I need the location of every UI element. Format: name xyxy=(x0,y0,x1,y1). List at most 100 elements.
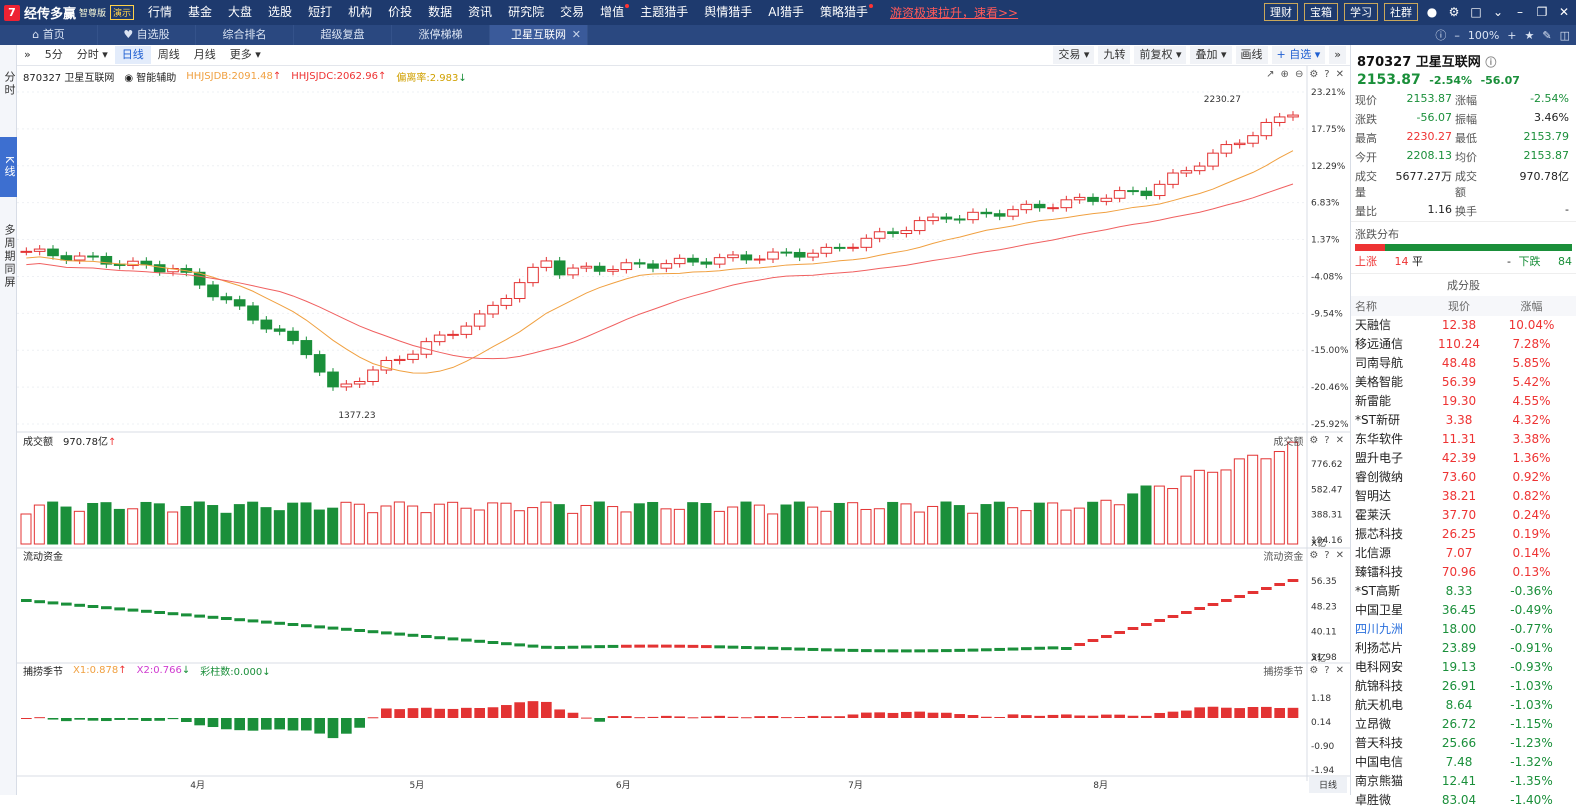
adjust-dropdown[interactable]: 前复权 ▾ xyxy=(1134,46,1187,64)
help-icon[interactable]: ? xyxy=(1324,69,1330,80)
menu-item[interactable]: 大盘 xyxy=(228,5,253,19)
expand-icon[interactable]: ◫ xyxy=(1559,28,1570,42)
component-row[interactable]: 航天机电 8.64 -1.03% xyxy=(1351,696,1576,715)
menu-item[interactable]: 资讯 xyxy=(468,5,493,19)
component-row[interactable]: 普天科技 25.66 -1.23% xyxy=(1351,734,1576,753)
component-row[interactable]: 司南导航 48.48 5.85% xyxy=(1351,354,1576,373)
menu-item[interactable]: 机构 xyxy=(348,5,373,19)
component-row[interactable]: 卓胜微 83.04 -1.40% xyxy=(1351,791,1576,810)
period-5min[interactable]: 5分 xyxy=(44,48,63,61)
help-icon[interactable]: ? xyxy=(1324,550,1330,561)
menu-item[interactable]: 交易 xyxy=(560,5,585,19)
minimize-icon[interactable]: – xyxy=(1517,5,1523,19)
gear-icon[interactable]: ⚙ xyxy=(1309,435,1319,446)
expand-right-icon[interactable]: » xyxy=(1329,46,1346,64)
info-icon[interactable]: ⓘ xyxy=(1435,29,1447,42)
user-icon[interactable]: ● xyxy=(1426,5,1438,19)
tab-limit-up[interactable]: 涨停梯梯 xyxy=(392,25,490,45)
component-row[interactable]: 振芯科技 26.25 0.19% xyxy=(1351,525,1576,544)
menu-item[interactable]: 短打 xyxy=(308,5,333,19)
info-icon[interactable]: ⓘ xyxy=(1485,56,1497,69)
menu-item[interactable]: 数据 xyxy=(428,5,453,19)
component-row[interactable]: 四川九洲 18.00 -0.77% xyxy=(1351,620,1576,639)
component-row[interactable]: 中国电信 7.48 -1.32% xyxy=(1351,753,1576,772)
gear-icon[interactable]: ⚙ xyxy=(1309,665,1319,676)
component-row[interactable]: *ST高斯 8.33 -0.36% xyxy=(1351,582,1576,601)
component-row[interactable]: 盟升电子 42.39 1.36% xyxy=(1351,449,1576,468)
nav-timeshare[interactable]: 分时 xyxy=(3,71,16,97)
period-daily[interactable]: 日线 xyxy=(114,46,151,64)
close-pane-icon[interactable]: ✕ xyxy=(1335,435,1344,446)
kline-chart-svg[interactable]: 23.21% 17.75% 12.29% 6.83% 1.37% -4.08% -9.54%… xyxy=(17,66,1350,795)
overlay-dropdown[interactable]: 叠加 ▾ xyxy=(1190,46,1232,64)
component-row[interactable]: 睿创微纳 73.60 0.92% xyxy=(1351,468,1576,487)
component-row[interactable]: 南京熊猫 12.41 -1.35% xyxy=(1351,772,1576,791)
trade-dropdown[interactable]: 交易 ▾ xyxy=(1053,46,1095,64)
component-row[interactable]: 中国卫星 36.45 -0.49% xyxy=(1351,601,1576,620)
promo-link[interactable]: 游资极速拉升，速看>> xyxy=(889,6,1019,20)
draw-line-button[interactable]: 画线 xyxy=(1235,46,1268,64)
restore-icon[interactable]: ❐ xyxy=(1536,5,1548,19)
close-icon[interactable]: ✕ xyxy=(1558,5,1570,19)
period-monthly[interactable]: 月线 xyxy=(193,48,216,61)
demo-badge[interactable]: 演示 xyxy=(110,5,135,20)
learn-button[interactable]: 学习 xyxy=(1344,3,1378,21)
help-icon[interactable]: ? xyxy=(1324,665,1330,676)
tab-close-icon[interactable]: ✕ xyxy=(571,28,581,41)
col-name[interactable]: 名称 xyxy=(1355,300,1377,313)
menu-item[interactable]: 价投 xyxy=(388,5,413,19)
add-watchlist-button[interactable]: + 自选 ▾ xyxy=(1271,46,1326,64)
tab-review[interactable]: 超级复盘 xyxy=(294,25,392,45)
collapse-icon[interactable]: ⌄ xyxy=(1492,5,1504,19)
edit-icon[interactable]: ✎ xyxy=(1542,28,1552,42)
component-row[interactable]: 北信源 7.07 0.14% xyxy=(1351,544,1576,563)
share-icon[interactable]: ↗ xyxy=(1266,69,1275,80)
nav-kline[interactable]: K线 xyxy=(0,137,17,197)
period-weekly[interactable]: 周线 xyxy=(157,48,180,61)
minus-icon[interactable]: ⊖ xyxy=(1294,69,1304,80)
zoom-in-icon[interactable]: + xyxy=(1507,28,1517,42)
component-row[interactable]: 新雷能 19.30 4.55% xyxy=(1351,392,1576,411)
menu-item[interactable]: 基金 xyxy=(188,5,213,19)
nine-turn-button[interactable]: 九转 xyxy=(1098,46,1131,64)
col-chg[interactable]: 涨幅 xyxy=(1520,300,1543,313)
tab-satellite[interactable]: 卫星互联网 ✕ xyxy=(490,25,588,45)
menu-item[interactable]: 选股 xyxy=(268,5,293,19)
collapse-left-icon[interactable]: » xyxy=(24,48,31,61)
star-icon[interactable]: ★ xyxy=(1524,28,1535,42)
settings-icon[interactable]: ⚙ xyxy=(1448,5,1460,19)
component-row[interactable]: 霍莱沃 37.70 0.24% xyxy=(1351,506,1576,525)
component-row[interactable]: 东华软件 11.31 3.38% xyxy=(1351,430,1576,449)
gear-icon[interactable]: ⚙ xyxy=(1309,550,1319,561)
tab-ranking[interactable]: 综合排名 xyxy=(196,25,294,45)
period-min-dropdown[interactable]: 分时 ▾ xyxy=(76,48,108,61)
component-row[interactable]: 智明达 38.21 0.82% xyxy=(1351,487,1576,506)
menu-item[interactable]: 行情 xyxy=(148,5,173,19)
nav-multi-period[interactable]: 多周期同屏 xyxy=(3,223,16,289)
smart-assist-toggle[interactable]: ◉ 智能辅助 xyxy=(124,69,176,84)
component-row[interactable]: 利扬芯片 23.89 -0.91% xyxy=(1351,639,1576,658)
close-pane-icon[interactable]: ✕ xyxy=(1335,550,1344,561)
component-row[interactable]: 电科网安 19.13 -0.93% xyxy=(1351,658,1576,677)
component-row[interactable]: *ST新研 3.38 4.32% xyxy=(1351,411,1576,430)
menu-item[interactable]: 主题猎手 xyxy=(640,5,689,19)
menu-item[interactable]: 策略猎手 xyxy=(812,0,876,25)
window-icon[interactable]: □ xyxy=(1470,5,1482,19)
finance-button[interactable]: 理财 xyxy=(1264,3,1298,21)
close-pane-icon[interactable]: ✕ xyxy=(1335,665,1344,676)
close-pane-icon[interactable]: ✕ xyxy=(1335,69,1344,80)
menu-item[interactable]: 研究院 xyxy=(508,5,545,19)
component-row[interactable]: 立昂微 26.72 -1.15% xyxy=(1351,715,1576,734)
treasure-button[interactable]: 宝箱 xyxy=(1304,3,1338,21)
component-row[interactable]: 臻镭科技 70.96 0.13% xyxy=(1351,563,1576,582)
menu-item[interactable]: AI猎手 xyxy=(768,5,804,19)
tab-watchlist[interactable]: ♥ 自选股 xyxy=(98,25,196,45)
chart-area[interactable]: 23.21% 17.75% 12.29% 6.83% 1.37% -4.08% -9.54%… xyxy=(17,66,1350,795)
component-row[interactable]: 美格智能 56.39 5.42% xyxy=(1351,373,1576,392)
component-row[interactable]: 航锦科技 26.91 -1.03% xyxy=(1351,677,1576,696)
period-more[interactable]: 更多 ▾ xyxy=(229,48,261,61)
help-icon[interactable]: ? xyxy=(1324,435,1330,446)
community-button[interactable]: 社群 xyxy=(1384,3,1418,21)
component-row[interactable]: 天融信 12.38 10.04% xyxy=(1351,316,1576,335)
component-row[interactable]: 移远通信 110.24 7.28% xyxy=(1351,335,1576,354)
